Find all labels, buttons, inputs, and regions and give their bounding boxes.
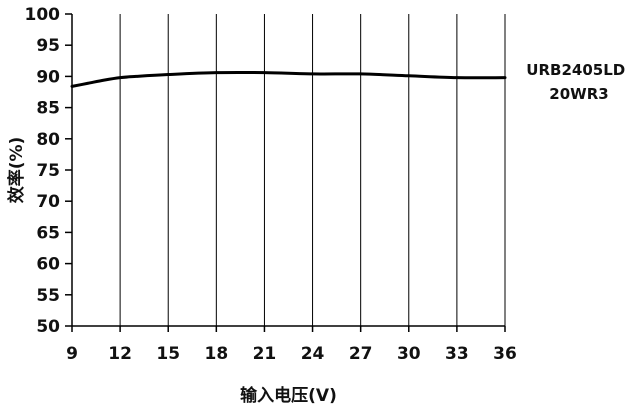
y-tick-label-55: 55 — [36, 286, 60, 306]
x-tick-label-9: 9 — [66, 344, 78, 364]
x-tick-label-18: 18 — [204, 344, 228, 364]
x-tick-label-12: 12 — [108, 344, 132, 364]
y-axis-title: 效率(%) — [6, 137, 27, 204]
x-axis-title: 输入电压(V) — [240, 385, 337, 406]
y-tick-labels: 50 55 60 65 70 75 80 85 90 95 100 — [25, 5, 72, 337]
x-tick-label-36: 36 — [493, 344, 517, 364]
x-tick-label-15: 15 — [156, 344, 180, 364]
axes — [71, 14, 505, 327]
y-tick-label-90: 90 — [36, 67, 60, 87]
series-line-0 — [70, 70, 507, 88]
y-tick-label-60: 60 — [36, 255, 60, 275]
y-tick-label-70: 70 — [36, 192, 60, 212]
x-tick-label-33: 33 — [445, 344, 469, 364]
y-tick-label-80: 80 — [36, 130, 60, 150]
x-tick-labels: 9 12 15 18 21 24 27 30 33 36 — [66, 326, 517, 364]
x-tick-label-24: 24 — [301, 344, 325, 364]
grid-lines — [119, 14, 506, 326]
series-lines — [70, 70, 507, 88]
legend-label-line-1: URB2405LD- — [526, 61, 625, 79]
legend: URB2405LD- 20WR3 — [526, 61, 625, 103]
y-tick-label-85: 85 — [36, 99, 60, 119]
legend-label-line-2: 20WR3 — [549, 85, 608, 103]
y-tick-label-65: 65 — [36, 223, 60, 243]
y-tick-label-75: 75 — [36, 161, 60, 181]
y-tick-label-100: 100 — [25, 5, 61, 25]
x-tick-label-30: 30 — [397, 344, 421, 364]
y-tick-label-95: 95 — [36, 36, 60, 56]
x-tick-label-21: 21 — [253, 344, 277, 364]
x-tick-label-27: 27 — [349, 344, 373, 364]
y-tick-label-50: 50 — [36, 317, 60, 337]
